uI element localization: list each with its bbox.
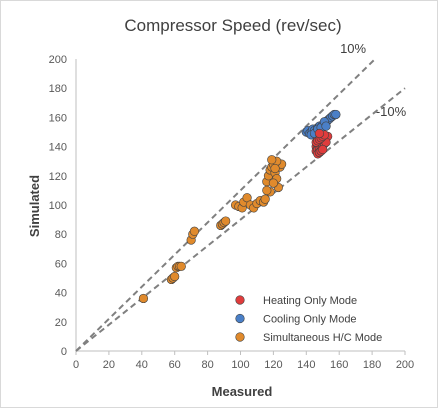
data-point: [170, 271, 180, 282]
legend: Heating Only Mode Cooling Only Mode Simult…: [235, 295, 382, 344]
data-point: [176, 261, 186, 271]
y-tick-label: 0: [61, 346, 67, 358]
x-tick-label: 180: [363, 359, 381, 371]
y-tick-label: 140: [49, 142, 67, 154]
x-tick-label: 140: [297, 359, 315, 371]
x-tick-label: 100: [231, 359, 249, 371]
x-tick-label: 80: [201, 359, 213, 371]
legend-marker: [235, 295, 245, 305]
legend-marker: [235, 332, 245, 342]
x-tick-label: 200: [396, 359, 414, 371]
y-tick-label: 120: [49, 171, 67, 183]
y-tick-label: 20: [55, 317, 67, 329]
x-axis-title: Measured: [212, 384, 273, 399]
data-point: [189, 226, 200, 236]
x-tick-label: 160: [330, 359, 348, 371]
y-tick-label: 80: [55, 229, 67, 241]
x-tick-label: 20: [103, 359, 115, 371]
data-point: [262, 185, 272, 195]
data-point: [318, 144, 328, 155]
chart-title: Compressor Speed (rev/sec): [124, 16, 341, 35]
legend-label: Cooling Only Mode: [263, 314, 357, 326]
y-tick-label: 60: [55, 258, 67, 270]
legend-marker: [235, 313, 245, 324]
x-tick-label: 60: [169, 359, 181, 371]
data-point: [138, 293, 149, 304]
reference-line-2: [75, 87, 406, 352]
y-tick-label: 40: [55, 288, 67, 300]
data-point: [267, 155, 277, 165]
x-tick-label: 120: [264, 359, 282, 371]
data-points: [138, 109, 341, 304]
data-point: [314, 128, 325, 139]
data-point: [321, 121, 331, 131]
reference-line-1: [75, 58, 376, 352]
x-tick-label: 40: [136, 359, 148, 371]
y-tick-label: 180: [49, 83, 67, 95]
legend-label: Simultaneous H/C Mode: [263, 332, 382, 344]
reference-line-label-2: -10%: [376, 104, 407, 119]
legend-label: Heating Only Mode: [263, 295, 357, 307]
x-tick-label: 0: [73, 359, 79, 371]
y-axis-title: Simulated: [27, 175, 42, 237]
data-point: [268, 178, 279, 188]
axes: 0 20 40 60 80 100 120 140 160 180 200 0 20 40 60 80 100 1…: [49, 54, 415, 371]
y-tick-label: 160: [49, 112, 67, 124]
y-tick-label: 100: [49, 200, 67, 212]
reference-line-label-1: 10%: [340, 41, 366, 56]
data-point: [270, 163, 280, 174]
reference-lines: 10% -10%: [75, 41, 407, 352]
y-tick-label: 200: [49, 54, 67, 66]
data-point: [331, 109, 341, 120]
data-point: [260, 194, 270, 204]
data-point: [221, 216, 231, 226]
